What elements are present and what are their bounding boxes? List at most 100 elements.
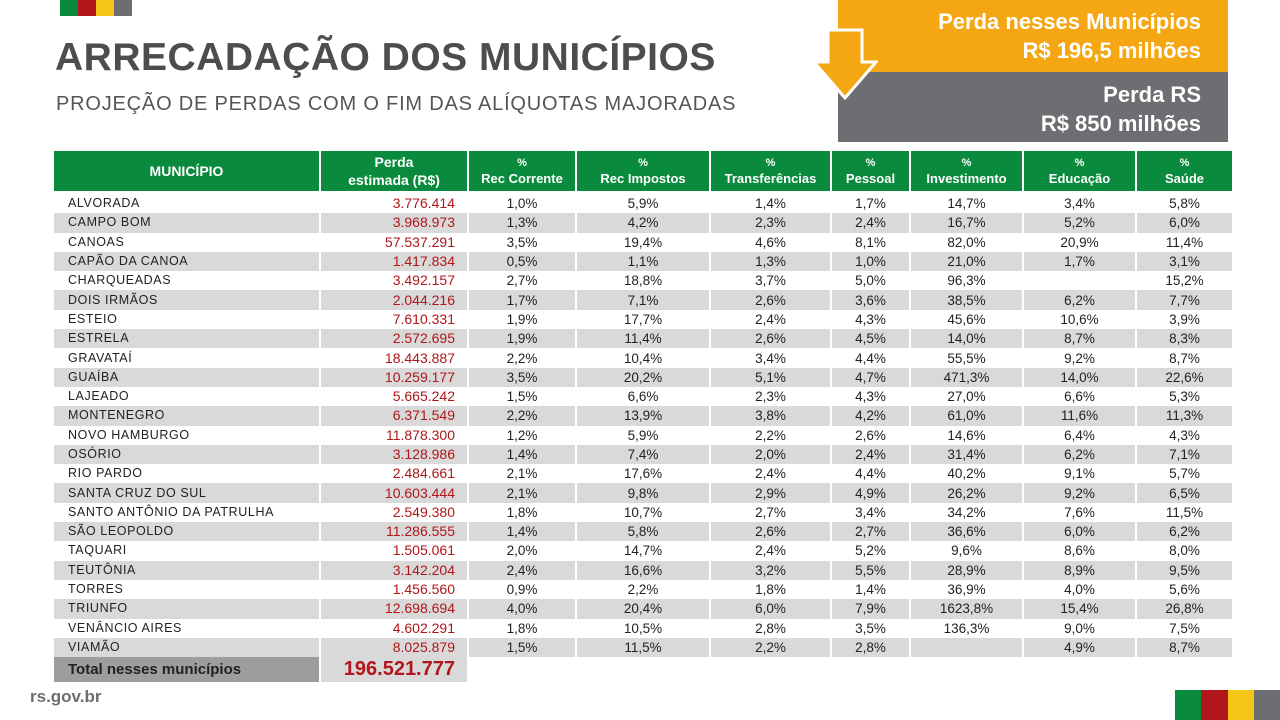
cell-educacao: 3,4% bbox=[1064, 196, 1095, 212]
cell-investimento: 471,3% bbox=[911, 367, 1022, 387]
cell-educacao bbox=[1024, 271, 1135, 290]
cell-investimento: 14,7% bbox=[947, 196, 986, 212]
cell-municipio: RIO PARDO bbox=[68, 466, 143, 481]
cell-educacao: 7,6% bbox=[1064, 504, 1095, 520]
cell-rec-impostos: 10,7% bbox=[623, 504, 663, 520]
table-row: NOVO HAMBURGO 11.878.300 1,2% 5,9% 2,2% 2,6% 1… bbox=[54, 426, 1232, 445]
cell-saude: 11,4% bbox=[1165, 234, 1204, 250]
cell-pessoal: 3,6% bbox=[832, 290, 909, 310]
header-saude: % Saúde bbox=[1137, 151, 1232, 194]
table-row: TAQUARI 1.505.061 2,0% 14,7% 2,4% 5,2% 9,6% 8,6… bbox=[54, 541, 1232, 560]
cell-municipio: CAPÃO DA CANOA bbox=[54, 251, 319, 272]
cell-educacao: 1,7% bbox=[1024, 251, 1135, 272]
cell-perda: 5.665.242 bbox=[392, 388, 455, 405]
total-value: 196.521.777 bbox=[321, 657, 467, 683]
table-row: ESTEIO 7.610.331 1,9% 17,7% 2,4% 4,3% 45,6% 10,… bbox=[54, 310, 1232, 329]
cell-perda: 1.505.061 bbox=[392, 542, 455, 559]
cell-saude: 11,5% bbox=[1165, 504, 1204, 520]
header-investimento: % Investimento bbox=[911, 151, 1022, 194]
header-educacao: % Educação bbox=[1024, 151, 1135, 194]
cell-municipio: CAMPO BOM bbox=[54, 213, 319, 233]
cell-transferencias: 2,7% bbox=[755, 504, 786, 520]
cell-rec-corrente: 3,5% bbox=[506, 234, 538, 250]
cell-educacao: 4,0% bbox=[1064, 582, 1095, 598]
cell-investimento: 136,3% bbox=[943, 620, 990, 636]
cell-perda: 2.484.661 bbox=[392, 465, 455, 482]
cell-saude: 6,5% bbox=[1137, 483, 1232, 503]
cell-rec-corrente: 1,8% bbox=[506, 504, 538, 520]
cell-perda: 7.610.331 bbox=[392, 310, 455, 327]
cell-pessoal: 4,3% bbox=[855, 311, 886, 327]
cell-perda: 11.286.555 bbox=[321, 522, 467, 542]
cell-municipio: ALVORADA bbox=[68, 196, 140, 211]
cell-investimento: 26,2% bbox=[911, 483, 1022, 503]
municipios-table: MUNICÍPIO Perda estimada (R$) % Rec Corre… bbox=[52, 151, 1234, 683]
cell-pessoal: 1,4% bbox=[855, 582, 886, 598]
cell-transferencias: 1,3% bbox=[711, 251, 830, 272]
table-row: LAJEADO 5.665.242 1,5% 6,6% 2,3% 4,3% 27,0% 6,6… bbox=[54, 387, 1232, 406]
cell-municipio: SÃO LEOPOLDO bbox=[54, 522, 319, 542]
table-row: OSÓRIO 3.128.986 1,4% 7,4% 2,0% 2,4% 31,4% 6,2%… bbox=[54, 444, 1232, 465]
table-row: MONTENEGRO 6.371.549 2,2% 13,9% 3,8% 4,2% 61,0… bbox=[54, 406, 1232, 426]
cell-perda: 4.602.291 bbox=[392, 619, 455, 636]
cell-municipio: CHARQUEADAS bbox=[68, 273, 172, 288]
cell-investimento: 31,4% bbox=[911, 444, 1022, 465]
cell-saude: 3,9% bbox=[1169, 311, 1200, 327]
cell-rec-impostos: 9,8% bbox=[577, 483, 709, 503]
cell-investimento: 96,3% bbox=[947, 273, 986, 289]
cell-investimento: 36,6% bbox=[911, 522, 1022, 542]
cell-rec-impostos: 19,4% bbox=[623, 234, 663, 250]
total-blank-cell bbox=[832, 657, 909, 682]
cell-perda: 2.549.380 bbox=[392, 503, 455, 520]
cell-municipio: CANOAS bbox=[68, 234, 125, 249]
cell-pessoal: 5,5% bbox=[832, 560, 909, 580]
cell-pessoal: 4,5% bbox=[832, 329, 909, 349]
cell-rec-corrente: 1,3% bbox=[469, 213, 575, 233]
header-transferencias: % Transferências bbox=[711, 151, 830, 194]
cell-pessoal: 3,4% bbox=[855, 504, 886, 520]
cell-rec-corrente: 2,2% bbox=[469, 406, 575, 426]
cell-pessoal: 2,6% bbox=[855, 427, 886, 443]
cell-municipio: LAJEADO bbox=[68, 389, 130, 404]
cell-educacao: 8,6% bbox=[1064, 543, 1095, 559]
cell-pessoal: 4,4% bbox=[855, 466, 886, 482]
cell-rec-impostos: 10,5% bbox=[623, 620, 663, 636]
cell-perda: 10.259.177 bbox=[321, 367, 467, 387]
cell-rec-corrente: 3,5% bbox=[469, 367, 575, 387]
cell-rec-corrente: 1,7% bbox=[469, 290, 575, 310]
header-municipio: MUNICÍPIO bbox=[54, 151, 319, 194]
cell-pessoal: 4,3% bbox=[855, 389, 886, 405]
total-label: Total nesses municípios bbox=[54, 657, 319, 683]
cell-rec-impostos: 2,2% bbox=[627, 582, 659, 598]
cell-educacao: 10,6% bbox=[1060, 311, 1099, 327]
cell-transferencias: 1,8% bbox=[755, 582, 786, 598]
cell-rec-impostos: 7,1% bbox=[577, 290, 709, 310]
cell-saude: 5,7% bbox=[1169, 466, 1200, 482]
cell-rec-impostos: 18,8% bbox=[623, 273, 663, 289]
cell-municipio: SANTA CRUZ DO SUL bbox=[54, 483, 319, 503]
cell-perda: 10.603.444 bbox=[321, 483, 467, 503]
table-row: TEUTÔNIA 3.142.204 2,4% 16,6% 3,2% 5,5% 28,9% 8… bbox=[54, 560, 1232, 580]
cell-investimento: 21,0% bbox=[911, 251, 1022, 272]
cell-educacao: 6,4% bbox=[1064, 427, 1095, 443]
cell-transferencias: 2,4% bbox=[755, 543, 786, 559]
cell-educacao: 8,9% bbox=[1024, 560, 1135, 580]
cell-municipio: GUAÍBA bbox=[54, 367, 319, 387]
cell-rec-impostos: 4,2% bbox=[577, 213, 709, 233]
cell-rec-corrente: 1,8% bbox=[506, 620, 538, 636]
cell-rec-impostos: 11,5% bbox=[577, 637, 709, 658]
cell-rec-impostos: 1,1% bbox=[577, 251, 709, 272]
cell-investimento: 27,0% bbox=[947, 389, 986, 405]
cell-saude: 8,7% bbox=[1169, 350, 1200, 366]
callout-rs-loss: Perda RS R$ 850 milhões bbox=[838, 72, 1228, 142]
cell-pessoal: 4,4% bbox=[855, 350, 886, 366]
cell-educacao: 5,2% bbox=[1024, 213, 1135, 233]
cell-pessoal: 5,0% bbox=[855, 273, 886, 289]
cell-transferencias: 2,9% bbox=[711, 483, 830, 503]
table-row: CHARQUEADAS 3.492.157 2,7% 18,8% 3,7% 5,0% 96,… bbox=[54, 271, 1232, 290]
table-total-row: Total nesses municípios 196.521.777 bbox=[54, 657, 1232, 683]
cell-rec-impostos: 6,6% bbox=[627, 389, 659, 405]
cell-perda: 8.025.879 bbox=[321, 637, 467, 658]
cell-transferencias: 3,4% bbox=[755, 350, 786, 366]
cell-rec-impostos: 13,9% bbox=[577, 406, 709, 426]
